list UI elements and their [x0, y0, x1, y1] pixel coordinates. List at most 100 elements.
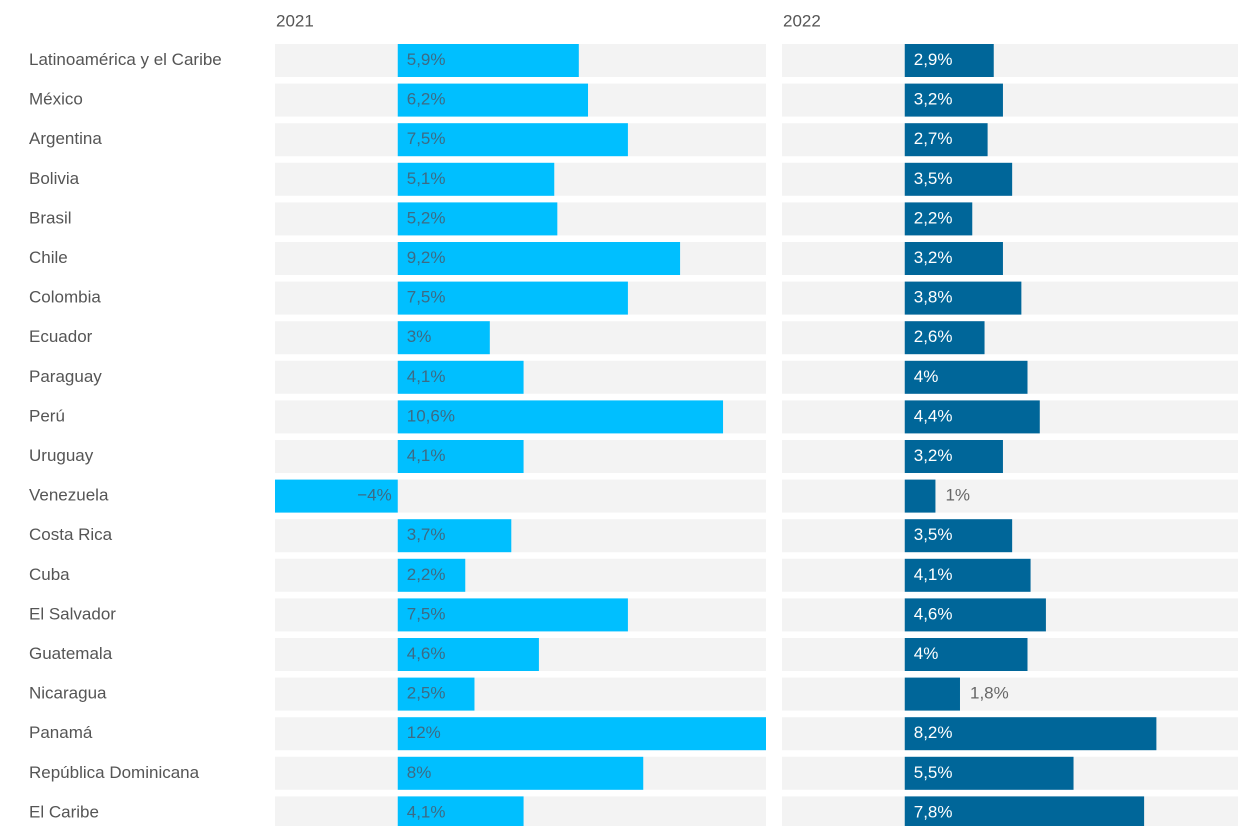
value-label: 6,2% — [407, 90, 446, 109]
bar — [904, 44, 994, 77]
row-background — [275, 321, 766, 355]
bar — [397, 756, 644, 790]
bar — [397, 321, 490, 355]
category-label: Nicaragua — [29, 684, 107, 703]
value-label: 4,6% — [914, 604, 953, 623]
value-label: 4,4% — [914, 406, 953, 425]
value-label: 7,5% — [407, 129, 446, 148]
category-label: Paraguay — [29, 367, 102, 386]
bar — [904, 242, 1003, 275]
value-label: 1% — [945, 486, 970, 505]
category-label: El Caribe — [29, 802, 99, 821]
row-background — [782, 479, 1238, 513]
value-label: 3,2% — [914, 248, 953, 267]
bar — [904, 479, 936, 513]
row-background — [782, 123, 1238, 157]
bar — [397, 242, 681, 275]
value-label: 5,9% — [407, 50, 446, 69]
row-background — [782, 44, 1238, 77]
bar — [904, 519, 1013, 553]
category-label: Brasil — [29, 208, 72, 227]
bar — [904, 440, 1003, 473]
value-label: 2,9% — [914, 50, 953, 69]
series-header: 2022 — [783, 11, 821, 30]
value-label: 3,5% — [914, 169, 953, 188]
bar — [904, 400, 1040, 434]
category-label: Argentina — [29, 129, 102, 148]
value-label: 3,7% — [407, 525, 446, 544]
category-label: Uruguay — [29, 446, 94, 465]
bar — [397, 202, 558, 236]
row-background — [782, 321, 1238, 355]
bar — [904, 756, 1074, 790]
bar — [904, 796, 1145, 826]
category-label: El Salvador — [29, 604, 116, 623]
bar — [904, 123, 988, 157]
row-background — [782, 202, 1238, 236]
value-label: 9,2% — [407, 248, 446, 267]
bar — [397, 440, 524, 473]
value-label: 2,2% — [407, 565, 446, 584]
bar — [397, 44, 579, 77]
category-label: Chile — [29, 248, 68, 267]
value-label: 4% — [914, 367, 939, 386]
bar — [397, 400, 724, 434]
value-label: 3,2% — [914, 90, 953, 109]
category-label: Panamá — [29, 723, 93, 742]
category-label: Cuba — [29, 565, 70, 584]
bar — [397, 162, 555, 196]
bar — [275, 479, 398, 513]
value-label: 3,2% — [914, 446, 953, 465]
bar — [397, 677, 475, 711]
category-label: Perú — [29, 406, 65, 425]
category-label: Colombia — [29, 288, 101, 307]
bar — [397, 519, 512, 553]
value-label: 5,2% — [407, 208, 446, 227]
bar — [904, 677, 960, 711]
value-label: 4% — [914, 644, 939, 663]
bar — [904, 321, 985, 355]
category-label: Venezuela — [29, 486, 109, 505]
bar — [904, 202, 973, 236]
bar — [904, 717, 1157, 751]
category-label: Ecuador — [29, 327, 93, 346]
value-label: 3,5% — [914, 525, 953, 544]
row-background — [782, 677, 1238, 711]
value-label: 3,8% — [914, 288, 953, 307]
bar — [397, 123, 628, 157]
bar — [904, 83, 1003, 117]
value-label: 4,6% — [407, 644, 446, 663]
bar — [397, 281, 628, 315]
value-label: 4,1% — [407, 802, 446, 821]
series-header: 2021 — [276, 11, 314, 30]
value-label: 2,2% — [914, 208, 953, 227]
bar — [397, 717, 766, 751]
value-label: 5,5% — [914, 763, 953, 782]
value-label: 4,1% — [407, 446, 446, 465]
row-background — [275, 558, 766, 592]
row-background — [782, 83, 1238, 117]
row-background — [275, 677, 766, 711]
value-label: 2,7% — [914, 129, 953, 148]
value-label: 3% — [407, 327, 432, 346]
bar — [904, 598, 1046, 632]
value-label: 10,6% — [407, 406, 455, 425]
value-label: 2,5% — [407, 684, 446, 703]
value-label: 12% — [407, 723, 441, 742]
row-background — [275, 519, 766, 553]
value-label: 1,8% — [970, 684, 1009, 703]
bar — [904, 558, 1031, 592]
value-label: 4,1% — [914, 565, 953, 584]
bar — [904, 162, 1013, 196]
value-label: 8% — [407, 763, 432, 782]
bar — [904, 360, 1028, 394]
value-label: 8,2% — [914, 723, 953, 742]
bar — [397, 638, 539, 671]
category-label: República Dominicana — [29, 763, 200, 782]
bar — [397, 558, 466, 592]
category-label: México — [29, 90, 83, 109]
value-label: 7,5% — [407, 604, 446, 623]
category-label: Latinoamérica y el Caribe — [29, 50, 222, 69]
value-label: 2,6% — [914, 327, 953, 346]
